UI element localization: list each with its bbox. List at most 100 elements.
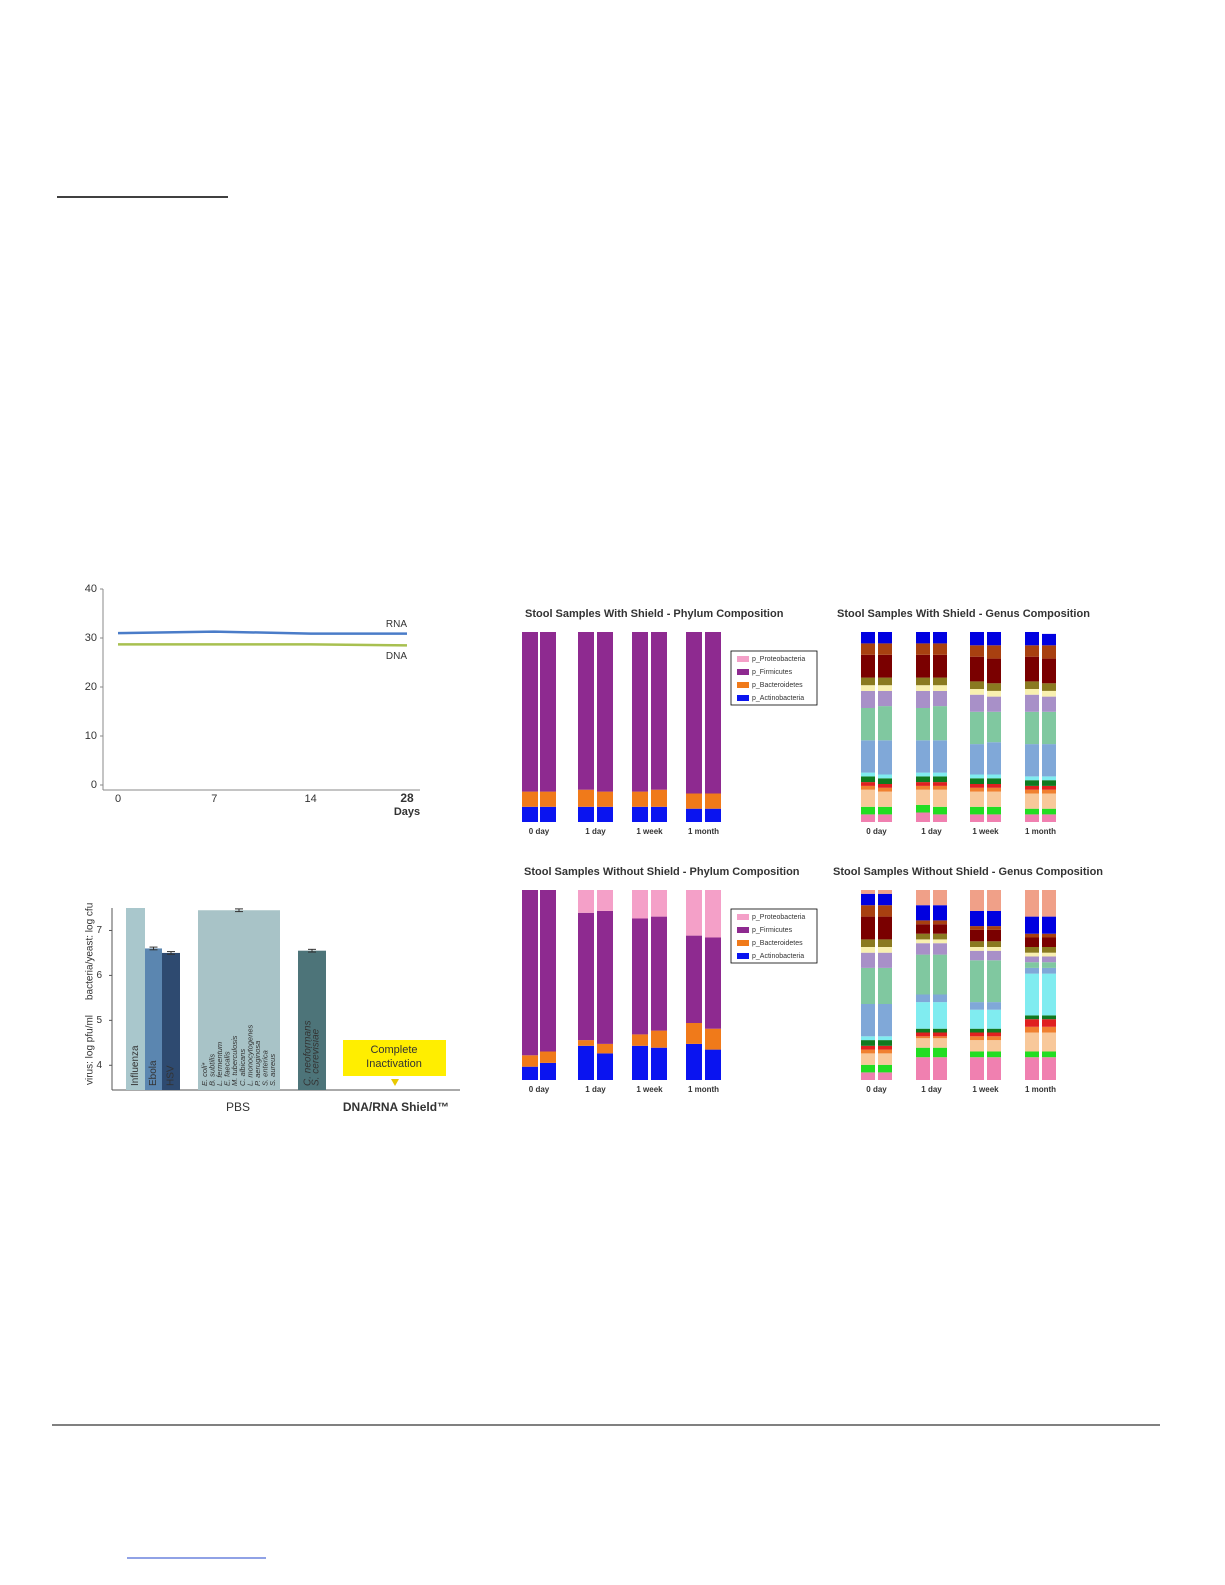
bar-segment <box>933 1047 947 1058</box>
bar-segment <box>861 654 875 678</box>
bar-segment <box>970 1057 984 1080</box>
bar-segment <box>970 910 984 927</box>
y-tick-label: 0 <box>91 779 97 791</box>
bar-segment <box>878 784 892 788</box>
bar-segment <box>1025 689 1039 695</box>
bar-segment <box>916 1038 930 1048</box>
chart-title: Stool Samples Without Shield - Phylum Co… <box>524 866 800 878</box>
bar-segment <box>878 740 892 775</box>
bar-segment <box>578 912 594 1041</box>
bar-segment <box>522 1055 538 1067</box>
bar-segment <box>597 910 613 1044</box>
bar-segment <box>861 806 875 815</box>
bar-segment <box>933 1028 947 1033</box>
bar-segment <box>1042 933 1056 938</box>
bar-segment <box>878 905 892 917</box>
bar-segment <box>861 740 875 773</box>
bar-segment <box>933 706 947 741</box>
bar-segment <box>597 1043 613 1054</box>
bar-segment <box>1042 967 1056 974</box>
bar-segment <box>970 1032 984 1037</box>
bar-segment <box>878 1064 892 1073</box>
bar-segment <box>632 1045 648 1080</box>
bar <box>298 950 326 1090</box>
bar-segment <box>933 772 947 777</box>
bar-segment <box>540 890 556 1052</box>
x-category-label: 0 day <box>866 1085 887 1094</box>
bar-segment <box>878 1053 892 1065</box>
bar-segment <box>651 890 667 917</box>
x-category-label: 1 day <box>921 827 942 836</box>
bar-segment <box>705 808 721 822</box>
bar-segment <box>916 1028 930 1033</box>
bar-segment <box>861 1072 875 1080</box>
bar-segment <box>987 742 1001 775</box>
bar-segment <box>861 916 875 940</box>
bar-segment <box>916 789 930 805</box>
bar-segment <box>861 785 875 790</box>
bar-segment <box>1042 1015 1056 1020</box>
bar-segment <box>705 793 721 809</box>
bar-segment <box>1025 814 1039 822</box>
bar-segment <box>1042 690 1056 697</box>
bar-segment <box>916 804 930 813</box>
bar-segment <box>970 689 984 695</box>
bar-segment <box>878 1072 892 1080</box>
x-category-label: 1 month <box>1025 1085 1056 1094</box>
bar-segment <box>878 893 892 906</box>
bar-segment <box>970 950 984 961</box>
bar-segment <box>651 806 667 822</box>
bar-segment <box>987 960 1001 1003</box>
bar-segment <box>1025 1019 1039 1027</box>
x-category-label: 1 week <box>972 1085 999 1094</box>
bar-segment <box>878 632 892 644</box>
legend-label: p_Bacteroidetes <box>752 682 803 689</box>
bar-segment <box>878 967 892 1004</box>
bar-label: C. albicans <box>238 1049 247 1086</box>
x-category-label: 1 month <box>688 1085 719 1094</box>
bar-segment <box>861 782 875 786</box>
x-tick-label: 28 <box>400 791 414 805</box>
bar-segment <box>970 774 984 779</box>
bar-segment <box>1025 681 1039 689</box>
bar-segment <box>933 890 947 906</box>
bar-segment <box>970 787 984 792</box>
bar-segment <box>522 1066 538 1080</box>
annotation-box <box>343 1040 446 1076</box>
bar-segment <box>705 937 721 1029</box>
x-tick-label: 14 <box>305 793 317 805</box>
y-tick-label: 5 <box>96 1015 102 1026</box>
bar-segment <box>987 890 1001 911</box>
chart-title: Stool Samples With Shield - Phylum Compo… <box>525 608 784 620</box>
group-label: DNA/RNA Shield™ <box>343 1100 449 1114</box>
bar-segment <box>916 812 930 822</box>
line-series <box>117 630 407 635</box>
bar-segment <box>933 806 947 815</box>
bar-segment <box>1025 890 1039 917</box>
bar-segment <box>933 785 947 790</box>
bar-segment <box>878 706 892 741</box>
bar-segment <box>916 924 930 934</box>
bar-segment <box>651 1047 667 1080</box>
bar-segment <box>970 681 984 689</box>
bar-segment <box>933 1057 947 1080</box>
bar-segment <box>916 943 930 955</box>
bar-segment <box>1025 744 1039 777</box>
bar-label: C. neoformans <box>303 1020 314 1086</box>
bar-segment <box>916 690 930 708</box>
bar-segment <box>540 806 556 822</box>
bar-segment <box>987 947 1001 951</box>
bar-segment <box>651 789 667 807</box>
bar-segment <box>916 654 930 678</box>
bar-segment <box>1025 1051 1039 1058</box>
bar-segment <box>1025 789 1039 794</box>
x-tick-label: 7 <box>211 793 217 805</box>
bar-segment <box>987 690 1001 697</box>
bar-segment <box>578 789 594 807</box>
bar-segment <box>933 677 947 686</box>
bar-segment <box>987 683 1001 691</box>
bar-segment <box>540 632 556 792</box>
y-tick-label: 7 <box>96 925 102 936</box>
bar-segment <box>861 1049 875 1054</box>
series-label: RNA <box>386 619 407 630</box>
